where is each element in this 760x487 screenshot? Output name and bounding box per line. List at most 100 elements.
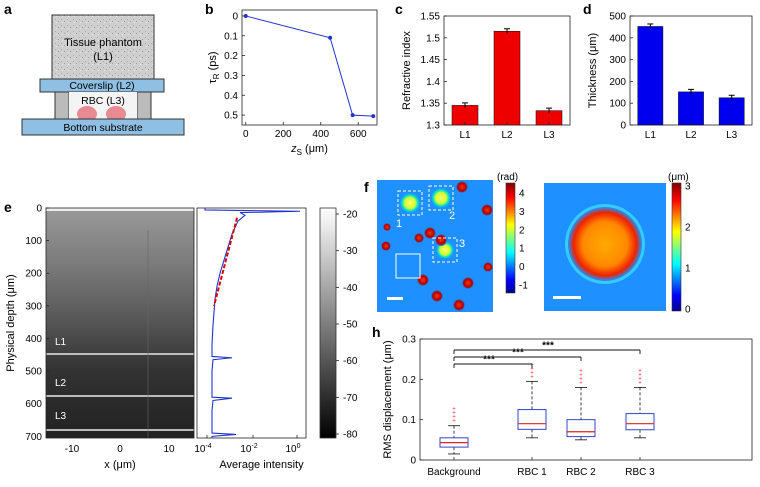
x-tick-label: 10-4: [194, 443, 211, 455]
spacer-right: [136, 91, 152, 120]
rbc-shape-left: [77, 106, 97, 122]
axes-frame-b: [241, 9, 378, 126]
y-tick-label: 700: [25, 432, 42, 443]
colorbar-e-ticks: -20 -30 -40 -50 -60 -70 -80: [336, 210, 358, 441]
x-tick-label: 10: [163, 444, 175, 455]
box-2: [566, 419, 596, 438]
y-tick-label: 0: [620, 121, 626, 132]
y-tick-label: 0.1: [402, 415, 416, 426]
x-tick-label: 0: [117, 444, 123, 455]
panel-label-c: c: [395, 1, 403, 17]
layer-label: L3: [55, 411, 67, 422]
roi-box-rbc1: [397, 190, 423, 216]
scale-bar-g: [553, 296, 581, 299]
y-tick-label: 0.4: [224, 91, 238, 102]
colorbar-tick-label: 2: [685, 223, 691, 234]
profile-axes-frame: [196, 207, 307, 439]
roi-label-3: 3: [459, 238, 465, 250]
colorbar-g-ticks: 3 2 1 0: [685, 182, 691, 316]
roi-box-rbc2: [428, 185, 454, 211]
y-axis-label: Physical depth (μm): [5, 274, 17, 371]
chart-c-refractive-index: 1.3 1.35 1.4 1.45 1.5 1.55 L1 L2 L3 Refractive in…: [401, 12, 571, 141]
rbc1-spot: [400, 193, 420, 213]
colorbar-tick-label: -80: [343, 430, 358, 441]
tissue-phantom-block: [51, 14, 155, 80]
cell-spot: [483, 262, 493, 272]
tissue-phantom-label: Tissue phantom: [64, 37, 142, 49]
bar-l2: [493, 31, 521, 126]
y-tick-label: 0.5: [224, 111, 238, 122]
y-tick-label: 200: [609, 77, 626, 88]
y-tick-label: 100: [25, 236, 42, 247]
x-tick-label: L3: [726, 130, 738, 141]
colorbar-tick-label: -70: [343, 393, 358, 404]
outlier-marker: +: [638, 380, 642, 386]
cell-spot: [383, 223, 391, 231]
outlier-marker: +: [638, 376, 642, 382]
jet-colorbar-g: [671, 182, 682, 312]
profile-x-axis-label: Average intensity: [219, 459, 304, 471]
y-tick-label: 0.3: [224, 71, 238, 82]
roi-label-2: 2: [449, 210, 455, 222]
y-tick-label: 1.3: [426, 121, 440, 132]
height-image-g: [544, 183, 666, 311]
outlier-marker: +: [452, 411, 456, 417]
chart-b-tau-vs-zs: 0 200 400 600 0 0.1 0.2 0.3 0.4 0.5 zS (μm) τR (ps): [207, 9, 378, 157]
roi-box-rbc3: [432, 237, 458, 263]
coverslip-label: Coverslip (L2): [69, 80, 134, 92]
colorbar-f-ticks: 4 3 2 1 0 -1: [519, 189, 528, 292]
y-tick-label: 1.4: [426, 77, 440, 88]
x-tick-label: 600: [350, 129, 367, 140]
roi-box-background: [395, 253, 421, 279]
oct-depth-image: [46, 208, 194, 438]
y-tick-label: 500: [609, 12, 626, 23]
x-tick-label: L1: [645, 130, 657, 141]
significance-label: ***: [512, 348, 524, 359]
significance-label: ***: [542, 341, 554, 352]
box-3: [625, 413, 655, 431]
box-1: [517, 409, 547, 430]
data-point: [328, 35, 333, 40]
panel-label-a: a: [4, 1, 12, 17]
colorbar-tick-label: 3: [519, 207, 525, 218]
cell-spot: [424, 227, 436, 239]
x-tick-label: RBC 2: [566, 467, 596, 478]
oct-interface-l2l3: [46, 395, 194, 397]
x-tick-label: L2: [501, 130, 513, 141]
cell-spot: [481, 204, 493, 216]
y-tick-label: 200: [25, 269, 42, 280]
y-tick-label: 300: [25, 301, 42, 312]
colorbar-tick-label: -30: [343, 246, 358, 257]
colorbar-tick-label: -50: [343, 320, 358, 331]
panel-label-d: d: [583, 1, 592, 17]
colorbar-tick-label: 0: [685, 305, 691, 316]
rbc-label: RBC (L3): [81, 95, 125, 107]
x-tick-label: L2: [685, 130, 697, 141]
bar-l2: [678, 91, 704, 126]
x-tick-label: Background: [427, 467, 480, 478]
oct-image: [46, 208, 194, 438]
outlier-marker: +: [530, 374, 534, 380]
outlier-marker: +: [579, 368, 583, 374]
significance-label: ***: [483, 355, 495, 366]
colorbar-tick-label: 1: [685, 264, 691, 275]
y-tick-label: 0.1: [224, 31, 238, 42]
cell-spot: [462, 277, 474, 289]
y-tick-label: 1.55: [421, 12, 441, 23]
y-axis-label: Thickness (μm): [587, 33, 599, 108]
cell-spot: [417, 274, 429, 286]
cell-spot: [414, 233, 424, 243]
outlier-marker: +: [638, 368, 642, 374]
y-tick-label: 400: [609, 33, 626, 44]
y-tick-label: 600: [25, 399, 42, 410]
cell-spot: [431, 290, 443, 302]
x-axis-label: zS (μm): [290, 143, 328, 157]
y-tick-label: 100: [609, 99, 626, 110]
tissue-phantom-sublabel: (L1): [93, 51, 113, 63]
x-tick-label: 0: [243, 129, 249, 140]
y-tick-label: 0: [410, 456, 416, 467]
bar-l3: [718, 97, 745, 126]
outlier-marker: +: [579, 376, 583, 382]
layer-label: L2: [55, 378, 67, 389]
colorbar-tick-label: 4: [519, 189, 525, 200]
